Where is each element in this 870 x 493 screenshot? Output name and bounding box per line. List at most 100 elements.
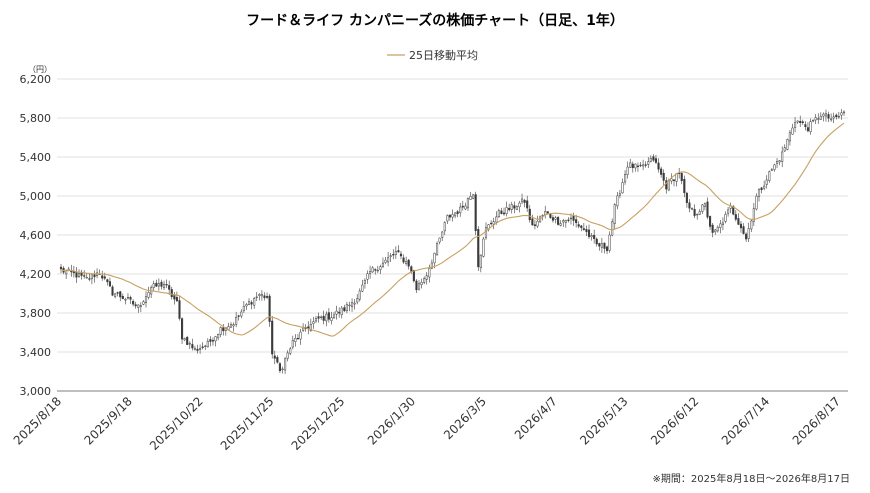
candle-body bbox=[608, 234, 611, 251]
candle-body bbox=[363, 279, 366, 284]
candle-body bbox=[219, 327, 222, 335]
candle-body bbox=[518, 202, 521, 208]
candle-body bbox=[832, 116, 835, 119]
candle-body bbox=[714, 229, 717, 233]
candle-body bbox=[510, 204, 513, 210]
x-tick-label: 2026/7/14 bbox=[719, 394, 772, 447]
candle-body bbox=[371, 267, 374, 273]
candle-body bbox=[595, 238, 598, 245]
candle-body bbox=[577, 224, 580, 227]
candle-body bbox=[338, 311, 341, 314]
candle-body bbox=[330, 317, 333, 321]
candle-body bbox=[235, 316, 238, 325]
candle-body bbox=[204, 345, 207, 347]
candle-body bbox=[206, 340, 209, 348]
candle-body bbox=[734, 214, 737, 220]
x-tick-label: 2025/10/22 bbox=[147, 394, 206, 453]
candle-body bbox=[778, 160, 781, 163]
candle-body bbox=[742, 226, 745, 234]
candle-body bbox=[247, 301, 251, 305]
candle-body bbox=[132, 300, 135, 305]
candle-body bbox=[536, 220, 539, 227]
candle-body bbox=[374, 269, 377, 271]
candle-body bbox=[796, 120, 799, 123]
candle-body bbox=[90, 273, 93, 280]
candle-body bbox=[642, 164, 645, 167]
candle-body bbox=[157, 283, 160, 287]
candle-body bbox=[464, 205, 467, 210]
candle-body bbox=[528, 208, 531, 221]
candle-body bbox=[348, 304, 351, 307]
candle-body bbox=[647, 161, 650, 165]
candle-body bbox=[72, 271, 75, 274]
candle-body bbox=[443, 222, 446, 232]
y-tick-label: 4,200 bbox=[20, 268, 52, 281]
candle-body bbox=[93, 274, 96, 278]
x-tick-label: 2025/9/18 bbox=[82, 394, 135, 447]
candle-body bbox=[531, 218, 534, 226]
candle-body bbox=[286, 352, 289, 359]
candle-body bbox=[281, 368, 284, 371]
candle-body bbox=[278, 363, 281, 372]
x-tick-label: 2025/8/18 bbox=[11, 394, 64, 447]
candle-body bbox=[106, 279, 109, 283]
candle-body bbox=[484, 227, 488, 239]
candle-body bbox=[626, 166, 629, 175]
y-tick-label: 6,200 bbox=[20, 73, 52, 86]
candle-body bbox=[369, 271, 372, 274]
candle-body bbox=[466, 198, 470, 209]
candle-body bbox=[263, 295, 266, 299]
candle-body bbox=[603, 242, 606, 249]
candle-body bbox=[799, 121, 802, 123]
candle-body bbox=[817, 118, 820, 120]
candle-body bbox=[572, 216, 575, 221]
candle-body bbox=[747, 228, 750, 239]
candle-body bbox=[621, 182, 624, 194]
candle-body bbox=[384, 259, 387, 263]
candle-body bbox=[670, 178, 673, 182]
candle-body bbox=[217, 333, 220, 339]
candle-body bbox=[819, 115, 822, 120]
candle-body bbox=[649, 157, 652, 162]
legend-ma-label: 25日移動平均 bbox=[409, 48, 478, 62]
candle-body bbox=[706, 201, 709, 218]
candle-body bbox=[616, 195, 619, 207]
candle-body bbox=[768, 171, 771, 181]
candle-body bbox=[461, 205, 464, 208]
candle-body bbox=[392, 254, 395, 256]
candle-body bbox=[83, 275, 86, 277]
candle-body bbox=[654, 158, 658, 163]
candle-body bbox=[405, 261, 408, 264]
candle-body bbox=[587, 229, 591, 237]
y-tick-label: 3,000 bbox=[20, 385, 52, 398]
candle-body bbox=[533, 224, 536, 226]
candle-body bbox=[309, 323, 312, 331]
candle-body bbox=[569, 217, 573, 220]
candle-body bbox=[783, 147, 786, 152]
candle-body bbox=[142, 301, 145, 305]
candle-body bbox=[492, 221, 495, 225]
candle-body bbox=[152, 283, 155, 288]
candle-body bbox=[317, 316, 320, 319]
candle-body bbox=[580, 225, 583, 228]
candle-body bbox=[232, 324, 235, 327]
candle-body bbox=[366, 273, 369, 280]
candle-body bbox=[199, 348, 202, 350]
candle-body bbox=[544, 210, 547, 215]
candle-body bbox=[162, 283, 166, 289]
candle-body bbox=[794, 122, 797, 128]
candle-body bbox=[582, 228, 585, 230]
candle-body bbox=[788, 132, 791, 142]
candle-body bbox=[294, 338, 297, 342]
candle-body bbox=[289, 348, 292, 354]
candle-body bbox=[168, 285, 171, 290]
candle-body bbox=[806, 127, 809, 132]
candle-body bbox=[448, 214, 451, 218]
candle-body bbox=[613, 204, 616, 224]
candle-body bbox=[624, 173, 627, 183]
candle-body bbox=[618, 193, 621, 196]
candle-body bbox=[657, 162, 660, 170]
candle-body bbox=[513, 205, 516, 209]
candle-body bbox=[116, 292, 119, 294]
